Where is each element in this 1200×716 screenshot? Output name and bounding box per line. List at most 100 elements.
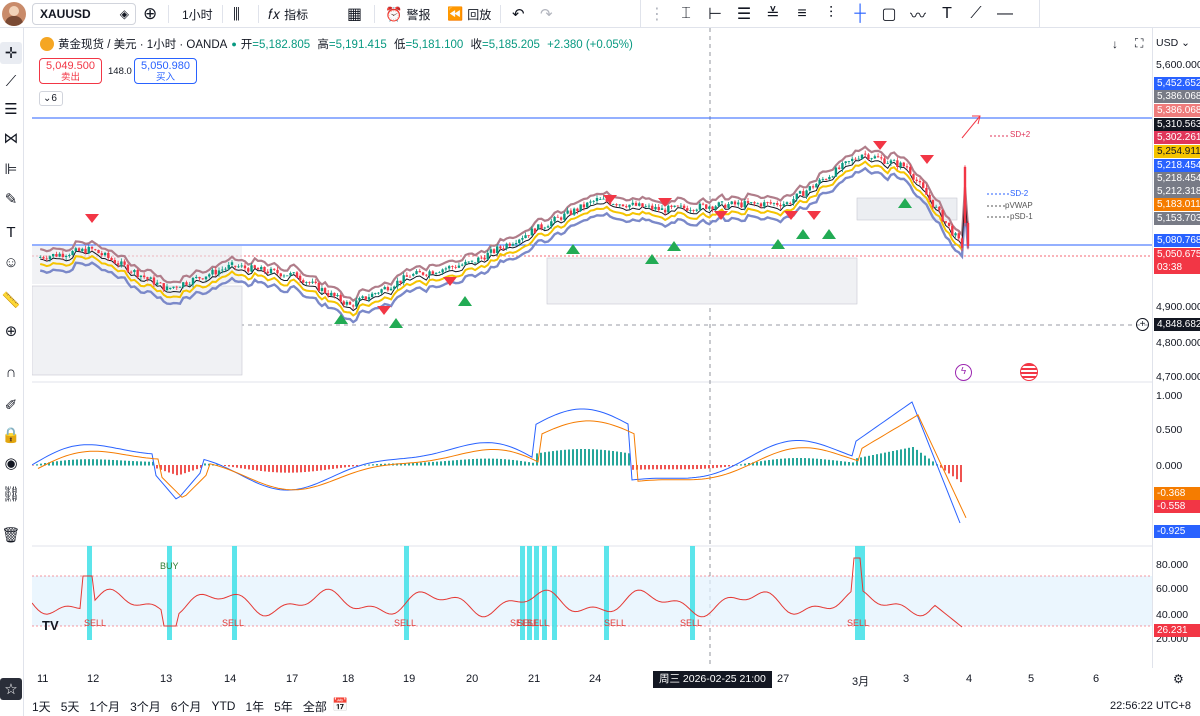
sell-button[interactable]: 5,049.500 卖出 [39, 58, 102, 84]
candle-body [461, 264, 464, 266]
visibility-icon[interactable]: ◉ [4, 455, 18, 472]
date-range-tool-icon[interactable]: ⊢ [708, 5, 722, 23]
add-symbol-button[interactable]: ⊕ [143, 0, 157, 28]
rectangle-tool-icon[interactable]: ▢ [881, 5, 897, 23]
crosshair-tool-icon[interactable]: ┼ [854, 4, 866, 22]
text-tool-icon[interactable]: T [942, 4, 952, 22]
macd-histogram-bar [136, 461, 138, 466]
price-tag: 5,310.563 [1154, 118, 1200, 131]
lock-icon[interactable]: 🔒 [1, 427, 21, 444]
symbol-search[interactable]: XAUUSD ◈ [32, 3, 136, 25]
hlines-tool-icon[interactable]: ≡ [797, 4, 807, 22]
time-axis[interactable]: 11 12 13 14 17 18 19 20 21 24 27 3月 3 4 5 6 [32, 668, 1200, 716]
indicators-button[interactable]: 𝑓𝑥 指标 [268, 0, 308, 28]
parallel-channel-tool-icon[interactable]: ☰ [736, 5, 752, 23]
lock-drawing-icon[interactable]: ✐ [4, 397, 18, 414]
vertical-line-tool-icon[interactable]: ⌶ [681, 4, 691, 22]
macd-histogram-bar [736, 464, 738, 466]
fib-retracement-icon[interactable]: ☰ [4, 101, 18, 118]
candle-body [68, 254, 71, 256]
macd-histogram-bar [296, 465, 298, 473]
axis-settings-icon[interactable]: ⚙ [1173, 672, 1184, 686]
emoji-icon[interactable]: ☺ [3, 253, 19, 271]
star-icon[interactable]: ☆ [0, 678, 22, 700]
trendline-icon[interactable]: ⟋ [5, 72, 17, 90]
macd-histogram-bar [340, 465, 342, 468]
crosshair-icon[interactable]: ✛ [0, 42, 22, 64]
text-icon[interactable]: T [6, 223, 16, 241]
candle-body [576, 208, 579, 212]
magnet-icon[interactable]: ∩ [5, 363, 17, 381]
trash-icon[interactable]: 🗑 [1, 527, 21, 544]
candle-body [77, 248, 81, 251]
timeframe-button[interactable]: 5年 [274, 699, 293, 714]
macd-histogram-bar [208, 463, 210, 466]
fullscreen-icon[interactable]: ⛶ [1135, 36, 1144, 50]
candle-body [402, 275, 405, 283]
pattern-icon[interactable]: ⋈ [3, 130, 19, 147]
horizontal-line-tool-icon[interactable]: — [997, 4, 1013, 22]
us-flag-event-icon[interactable] [1020, 363, 1038, 381]
candle-tool-icon[interactable]: ⫶ [828, 4, 833, 22]
candle-body [521, 238, 524, 240]
zoom-in-icon[interactable]: ⊕ [4, 323, 18, 340]
download-icon[interactable]: ↓ [1112, 37, 1118, 51]
undo-button[interactable]: ↶ [512, 0, 525, 28]
link-icon[interactable]: ⛓ [1, 486, 21, 503]
avatar[interactable] [2, 2, 26, 26]
timeframe-button[interactable]: 5天 [60, 699, 80, 714]
candle-body [311, 281, 314, 283]
candle-body [586, 202, 589, 208]
candle-body [918, 180, 922, 183]
brush-icon[interactable]: ✎ [4, 191, 18, 208]
candle-body [263, 266, 266, 272]
timeframe-button[interactable]: 1天 [32, 699, 51, 714]
timeframe-button[interactable]: 1年 [245, 699, 265, 714]
drag-handle-icon[interactable]: ⋮ [649, 5, 665, 23]
candle-body [408, 276, 412, 278]
candle-body [896, 160, 899, 167]
price-tag: 5,302.261 [1154, 131, 1200, 144]
candle-body [883, 158, 886, 164]
fib-tool-icon[interactable]: ≚ [766, 5, 780, 23]
add-alert-plus-icon[interactable]: + [1136, 318, 1149, 331]
candle-body [175, 286, 178, 288]
timeframe-button[interactable]: 1个月 [89, 699, 121, 714]
macd-histogram-bar [604, 450, 606, 466]
ruler-icon[interactable]: 📏 [1, 292, 21, 309]
timeframe-button[interactable]: 6个月 [170, 699, 202, 714]
market-open-dot-icon: ● [231, 39, 237, 49]
path-tool-icon[interactable]: 〰 [909, 7, 926, 25]
candle-body [441, 269, 444, 273]
candle-body [107, 252, 110, 258]
eye-icon[interactable]: ◈ [119, 7, 129, 21]
macd-histogram-bar [408, 463, 410, 466]
buy-signal-marker [822, 229, 836, 239]
macd-histogram-bar [248, 465, 250, 470]
macd-histogram-bar [540, 452, 542, 466]
macd-histogram-bar [664, 465, 666, 470]
macd-histogram-bar [700, 465, 702, 469]
timeframe-button[interactable]: YTD [211, 699, 236, 713]
redo-button[interactable]: ↷ [540, 0, 553, 28]
buy-button[interactable]: 5,050.980 买入 [134, 58, 197, 84]
date-range-calendar-icon[interactable]: 📅 [332, 697, 349, 712]
trendline-tool-icon[interactable]: ⟋ [970, 4, 982, 22]
candle-body [928, 194, 931, 200]
lightning-event-icon[interactable]: ϟ [955, 364, 972, 381]
replay-button[interactable]: ⏪ 回放 [447, 0, 491, 28]
candle-body [873, 156, 877, 159]
price-axis[interactable]: USD ⌄ 5,600.000 4,900.000 4,800.000 4,70… [1152, 28, 1200, 686]
alert-button[interactable]: ⏰ 警报 [385, 0, 430, 28]
currency-selector[interactable]: USD ⌄ [1156, 37, 1190, 49]
timeframe-button[interactable]: 全部 [302, 699, 327, 714]
macd-histogram-bar [352, 465, 354, 467]
timeframe-button[interactable]: 3个月 [130, 699, 161, 714]
chart-type-button[interactable]: ⫼ [233, 0, 240, 28]
interval-button[interactable]: 1小时 [182, 0, 213, 28]
layouts-button[interactable]: ▦ [347, 0, 362, 28]
indicators-collapse-button[interactable]: ⌄6 [39, 91, 63, 106]
candle-body [273, 268, 276, 270]
projection-icon[interactable]: ⊫ [4, 161, 18, 178]
